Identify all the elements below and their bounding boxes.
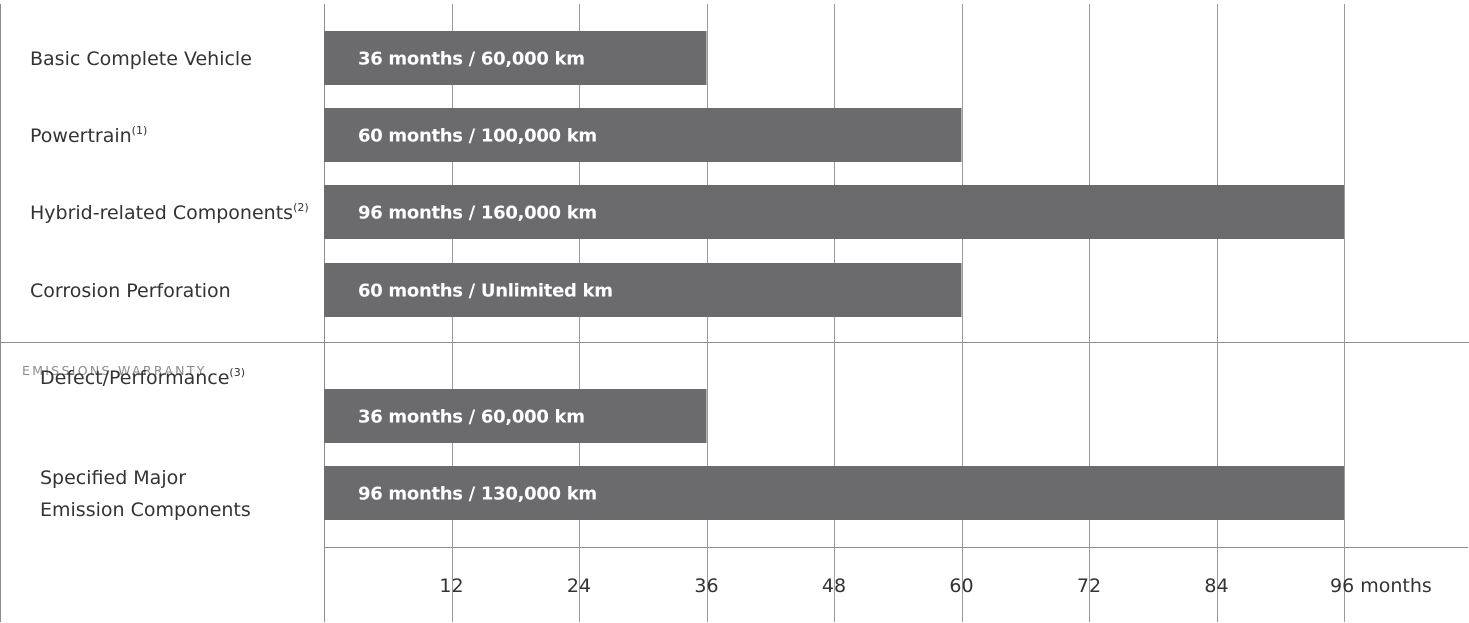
tick-label: 36 bbox=[694, 575, 718, 597]
footnote-marker: (1) bbox=[132, 124, 148, 137]
row-label: Emission Components bbox=[40, 499, 251, 521]
row-label: Defect/Performance(3) bbox=[40, 366, 245, 389]
footnote-marker: (2) bbox=[293, 201, 309, 214]
row-label: Basic Complete Vehicle bbox=[30, 48, 252, 70]
row-label: Powertrain(1) bbox=[30, 124, 147, 147]
tick-label: 72 bbox=[1077, 575, 1101, 597]
bar bbox=[324, 31, 707, 85]
section-title: EMISSIONS WARRANTY bbox=[22, 363, 207, 378]
bars-layer: 36 months / 60,000 km 60 months / 100,000… bbox=[324, 31, 1344, 520]
tick-label: 96 months bbox=[1330, 575, 1432, 597]
row-label: Corrosion Perforation bbox=[30, 280, 231, 302]
tick-label: 24 bbox=[567, 575, 591, 597]
tick-label: 60 bbox=[949, 575, 973, 597]
bar bbox=[324, 466, 1344, 520]
bar-label: 60 months / Unlimited km bbox=[358, 281, 613, 302]
tick-label: 48 bbox=[822, 575, 846, 597]
bar bbox=[324, 185, 1344, 239]
bar-label: 36 months / 60,000 km bbox=[358, 407, 585, 428]
bar-label: 96 months / 130,000 km bbox=[358, 484, 597, 505]
bar-label: 36 months / 60,000 km bbox=[358, 49, 585, 70]
labels-layer: Basic Complete Vehicle Powertrain(1) Hybri… bbox=[22, 48, 309, 521]
bar bbox=[324, 389, 707, 443]
bar bbox=[324, 263, 962, 317]
x-axis-ticks: 12 24 36 48 60 72 84 96 months bbox=[439, 575, 1431, 597]
bar-label: 60 months / 100,000 km bbox=[358, 126, 597, 147]
tick-label: 12 bbox=[439, 575, 463, 597]
bar bbox=[324, 108, 962, 162]
row-label: Specified Major bbox=[40, 467, 186, 489]
bar-label: 96 months / 160,000 km bbox=[358, 203, 597, 224]
tick-label: 84 bbox=[1204, 575, 1228, 597]
row-label: Hybrid-related Components(2) bbox=[30, 201, 309, 224]
footnote-marker: (3) bbox=[229, 366, 245, 379]
